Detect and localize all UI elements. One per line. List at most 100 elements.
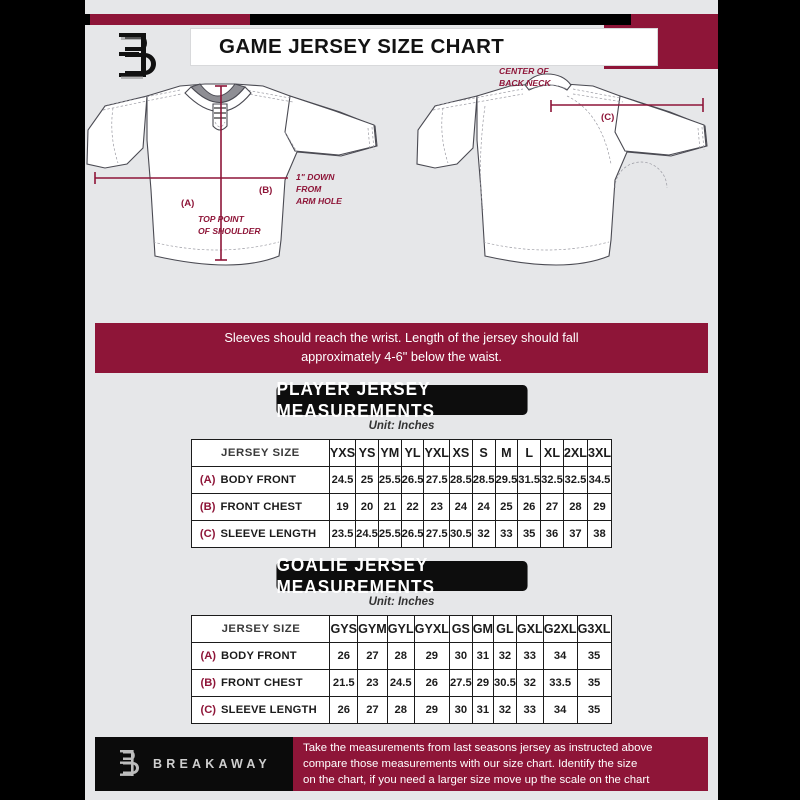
cell: 33.5: [542, 669, 578, 697]
footer-instructions: Take the measurements from last seasons …: [293, 737, 708, 791]
player-size-label: JERSEY SIZE: [190, 439, 330, 467]
player-measurements-table: JERSEY SIZE YXS YS YM YL YXL XS S M L XL…: [190, 439, 613, 548]
cell: 29.5: [494, 466, 519, 494]
footer-brand-name: BREAKAWAY: [153, 757, 271, 771]
cell: 35: [576, 669, 612, 697]
cell: 32.5: [540, 466, 564, 494]
row-tag-c: (C): [199, 528, 216, 540]
goalie-measurements-table: JERSEY SIZE GYS GYM GYL GYXL GS GM GL GX…: [191, 615, 612, 724]
fit-note-line1: Sleeves should reach the wrist. Length o…: [224, 330, 579, 346]
cell: 35: [576, 696, 612, 724]
label-b-line1: 1" DOWN: [296, 172, 335, 182]
row-name-c: SLEEVE LENGTH: [221, 704, 317, 716]
cell: 30: [448, 642, 473, 670]
label-c-tag: (C): [601, 112, 614, 123]
cell: 28: [386, 642, 415, 670]
player-size-yxl: YXL: [423, 439, 450, 467]
cell: 38: [586, 520, 613, 548]
player-size-3xl: 3XL: [586, 439, 613, 467]
goalie-size-gyxl: GYXL: [413, 615, 450, 643]
cell: 27: [357, 696, 388, 724]
cell: 34.5: [586, 466, 613, 494]
cell: 29: [413, 696, 450, 724]
label-b-line2: FROM: [296, 184, 322, 194]
table-row: (C) SLEEVE LENGTH 26 27 28 29 30 31 32 33…: [191, 696, 612, 724]
player-unit-label: Unit: Inches: [368, 420, 435, 432]
cell: 26.5: [400, 520, 425, 548]
label-b-line3: ARM HOLE: [295, 196, 342, 206]
cell: 31.5: [517, 466, 542, 494]
front-jersey-illustration: (A) TOP POINT OF SHOULDER (B) 1" DOWN FR…: [86, 83, 378, 266]
cell: 30.5: [448, 520, 473, 548]
page-header: GAME JERSEY SIZE CHART: [85, 25, 718, 83]
row-tag-b: (B): [199, 501, 216, 513]
cell: 32.5: [562, 466, 588, 494]
cell: 29: [586, 493, 613, 521]
cell: 20: [355, 493, 379, 521]
footer-note-line1: Take the measurements from last seasons …: [303, 741, 653, 754]
cell: 21: [377, 493, 402, 521]
player-size-xl: XL: [540, 439, 564, 467]
goalie-section-heading: GOALIE JERSEY MEASUREMENTS: [275, 554, 528, 597]
cell: 32: [493, 642, 517, 670]
cell: 24: [448, 493, 473, 521]
cell: 26: [517, 493, 542, 521]
size-chart-page: GAME JERSEY SIZE CHART .jl { fill:#fffff…: [85, 0, 718, 800]
goalie-size-gs: GS: [448, 615, 473, 643]
cell: 32: [471, 520, 496, 548]
goalie-size-gym: GYM: [357, 615, 388, 643]
player-size-xs: XS: [448, 439, 473, 467]
player-row-label-a: (A) BODY FRONT: [190, 466, 330, 494]
goalie-size-label: JERSEY SIZE: [191, 615, 331, 643]
cell: 30: [448, 696, 473, 724]
label-a-line2: OF SHOULDER: [198, 226, 261, 236]
back-jersey-illustration: (C) CENTER OF BACK NECK: [416, 66, 708, 266]
brand-logo: [105, 27, 190, 85]
footer-note-line3: on the chart, if you need a larger size …: [303, 774, 650, 787]
cell: 31: [471, 642, 495, 670]
row-name-c: SLEEVE LENGTH: [220, 528, 317, 540]
row-tag-a: (A): [200, 650, 216, 662]
cell: 22: [400, 493, 425, 521]
cell: 30.5: [493, 669, 517, 697]
row-name-b: FRONT CHEST: [220, 501, 303, 513]
center-neck-line1: CENTER OF: [499, 66, 549, 76]
cell: 28: [562, 493, 588, 521]
player-size-s: S: [471, 439, 496, 467]
table-row: (A) BODY FRONT 24.5 25 25.5 26.5 27.5 28.…: [190, 466, 613, 494]
goalie-table-header-row: JERSEY SIZE GYS GYM GYL GYXL GS GM GL GX…: [191, 615, 612, 643]
cell: 24.5: [386, 669, 415, 697]
fit-note-line2: approximately 4-6" below the waist.: [301, 349, 502, 364]
goalie-size-gyl: GYL: [386, 615, 415, 643]
top-bar-right-accent: [631, 14, 718, 25]
jersey-diagram-svg: .jl { fill:#ffffff; stroke:#4a4a52; stro…: [86, 66, 708, 266]
goalie-row-label-c: (C) SLEEVE LENGTH: [191, 696, 331, 724]
cell: 25.5: [377, 466, 402, 494]
row-tag-a: (A): [199, 474, 216, 486]
cell: 23: [357, 669, 388, 697]
label-a-tag: (A): [181, 198, 194, 209]
goalie-row-label-b: (B) FRONT CHEST: [191, 669, 331, 697]
cell: 26: [413, 669, 450, 697]
row-name-b: FRONT CHEST: [221, 677, 303, 689]
goalie-size-gl: GL: [493, 615, 517, 643]
row-tag-b: (B): [200, 677, 216, 689]
top-accent-bar: [85, 14, 718, 25]
cell: 27: [357, 642, 388, 670]
cell: 25: [494, 493, 519, 521]
cell: 27.5: [448, 669, 473, 697]
center-neck-line2: BACK NECK: [499, 78, 551, 88]
cell: 23: [423, 493, 450, 521]
cell: 26: [329, 642, 359, 670]
page-title-band: GAME JERSEY SIZE CHART: [190, 28, 658, 66]
cell: 24: [471, 493, 496, 521]
row-name-a: BODY FRONT: [221, 650, 297, 662]
goalie-jersey-section: GOALIE JERSEY MEASUREMENTS Unit: Inches …: [85, 554, 718, 724]
page-title: GAME JERSEY SIZE CHART: [219, 35, 505, 58]
cell: 32: [493, 696, 517, 724]
goalie-size-gxl: GXL: [515, 615, 544, 643]
jersey-diagrams: .jl { fill:#ffffff; stroke:#4a4a52; stro…: [85, 60, 718, 320]
player-jersey-section: PLAYER JERSEY MEASUREMENTS Unit: Inches …: [85, 378, 718, 548]
cell: 27.5: [423, 520, 450, 548]
cell: 25.5: [377, 520, 402, 548]
